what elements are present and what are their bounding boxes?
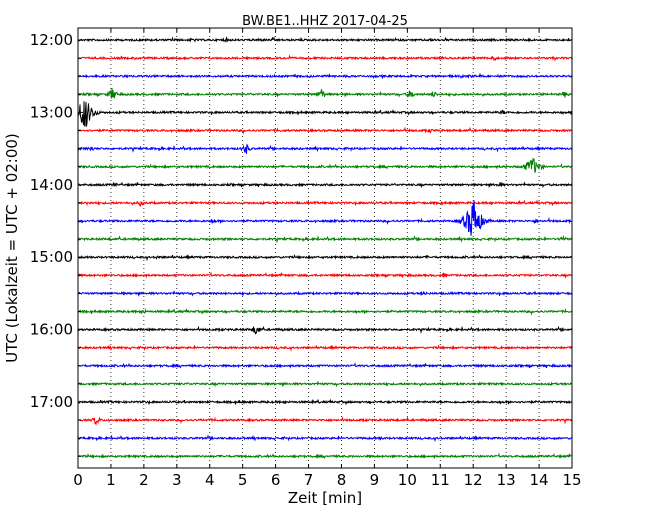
x-tick-label: 14 (530, 471, 549, 489)
y-tick-label: 14:00 (30, 176, 73, 194)
trace-1600 (77, 325, 573, 335)
x-tick-label: 2 (139, 471, 149, 489)
trace-1745 (77, 452, 573, 460)
trace-1515 (77, 271, 573, 279)
trace-1430 (77, 200, 573, 236)
trace-1345 (77, 157, 573, 174)
y-axis: 12:00 13:00 14:00 15:00 16:00 17:00 (30, 31, 572, 457)
x-tick-label: 3 (172, 471, 182, 489)
trace-1415 (77, 199, 573, 207)
y-axis-label: UTC (Lokalzeit = UTC + 02:00) (3, 133, 21, 363)
trace-1445 (77, 234, 573, 244)
trace-1630 (77, 362, 573, 369)
trace-1215 (77, 54, 573, 62)
trace-1200 (77, 36, 573, 43)
chart-title: BW.BE1..HHZ 2017-04-25 (242, 14, 408, 29)
x-tick-label: 1 (106, 471, 116, 489)
x-tick-label: 8 (337, 471, 347, 489)
trace-1715 (77, 416, 573, 427)
trace-1645 (77, 380, 573, 388)
trace-1545 (77, 308, 573, 316)
trace-1700 (77, 398, 573, 406)
y-tick-label: 16:00 (30, 321, 73, 339)
y-tick-label: 13:00 (30, 103, 73, 121)
x-tick-label: 12 (464, 471, 483, 489)
trace-1615 (77, 344, 573, 352)
y-tick-label: 12:00 (30, 31, 73, 49)
trace-1500 (77, 254, 573, 262)
x-tick-label: 7 (304, 471, 314, 489)
traces (77, 36, 573, 460)
x-tick-label: 6 (271, 471, 281, 489)
x-axis: 0 1 2 3 4 5 6 7 8 9 10 11 12 13 14 15 (73, 28, 582, 489)
trace-1315 (77, 126, 573, 135)
trace-1245 (77, 87, 573, 99)
x-tick-label: 4 (205, 471, 215, 489)
x-tick-label: 5 (238, 471, 248, 489)
x-tick-label: 10 (398, 471, 417, 489)
trace-1400 (77, 181, 573, 189)
x-tick-label: 13 (497, 471, 516, 489)
trace-1230 (77, 72, 573, 80)
x-tick-label: 11 (431, 471, 450, 489)
x-tick-label: 15 (562, 471, 581, 489)
y-tick-label: 17:00 (30, 393, 73, 411)
x-tick-label: 9 (370, 471, 380, 489)
trace-1530 (77, 290, 573, 297)
grid-lines (110, 28, 540, 468)
trace-1330 (77, 143, 573, 154)
x-axis-label: Zeit [min] (288, 489, 362, 507)
trace-1300 (77, 101, 573, 127)
y-tick-label: 15:00 (30, 248, 73, 266)
x-tick-label: 0 (73, 471, 83, 489)
trace-1730 (77, 434, 573, 443)
plot-frame (77, 27, 573, 469)
